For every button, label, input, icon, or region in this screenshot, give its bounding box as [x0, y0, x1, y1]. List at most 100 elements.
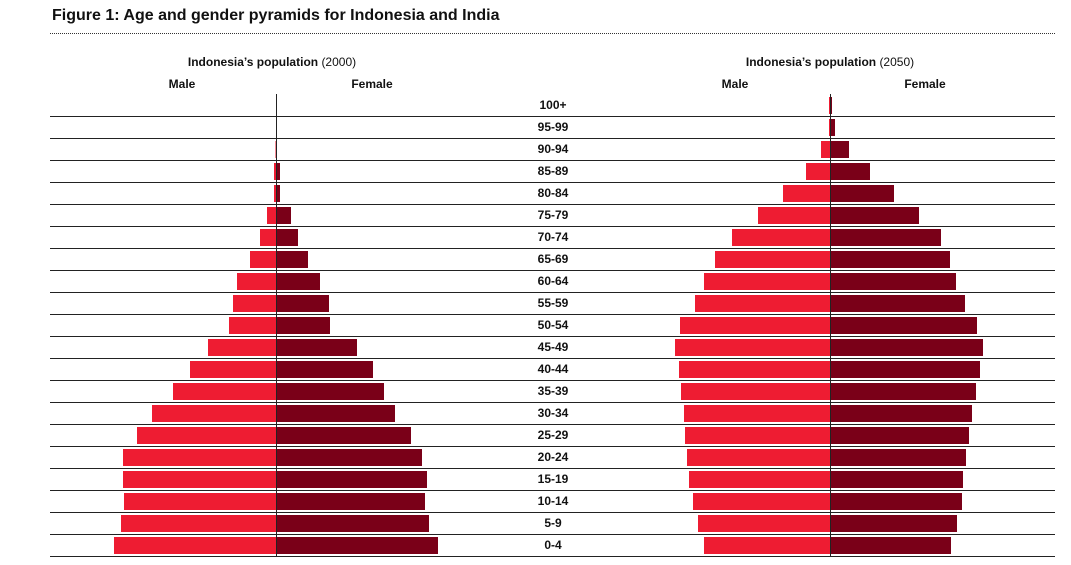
- bar-male: [821, 141, 830, 158]
- age-group-label: 0-4: [544, 538, 562, 552]
- bar-male: [783, 185, 830, 202]
- bar-female: [830, 405, 972, 422]
- pyramid-title: Indonesia’s population (2000): [188, 55, 356, 69]
- bar-female: [830, 141, 849, 158]
- bar-female: [830, 339, 983, 356]
- bar-female: [276, 427, 411, 444]
- pyramid-title-year: (2000): [321, 55, 356, 69]
- bar-male: [275, 141, 276, 158]
- bar-male: [693, 493, 830, 510]
- age-group-label: 5-9: [544, 516, 562, 530]
- age-group-label: 85-89: [538, 164, 569, 178]
- age-group-label: 15-19: [538, 472, 569, 486]
- bar-male: [229, 317, 276, 334]
- bar-female: [276, 317, 330, 334]
- bar-male: [675, 339, 830, 356]
- pyramid-indonesia-2050: Indonesia’s population (2050) Male Female: [675, 55, 983, 556]
- bar-male: [124, 493, 276, 510]
- bar-male: [267, 207, 276, 224]
- bar-female: [830, 471, 963, 488]
- bar-male: [806, 163, 830, 180]
- legend-male: Male: [722, 77, 749, 91]
- age-group-label: 25-29: [538, 428, 569, 442]
- bar-female: [830, 207, 919, 224]
- bar-female: [276, 163, 280, 180]
- legend-male: Male: [169, 77, 196, 91]
- row-gridlines: [50, 116, 1055, 557]
- bar-female: [276, 471, 427, 488]
- pyramid-title: Indonesia’s population (2050): [746, 55, 914, 69]
- bar-female: [830, 537, 951, 554]
- bar-female: [276, 383, 384, 400]
- bar-male: [274, 185, 276, 202]
- bar-male: [137, 427, 276, 444]
- bar-female: [830, 361, 980, 378]
- bar-male: [250, 251, 276, 268]
- bar-female: [830, 185, 894, 202]
- bar-female: [830, 317, 977, 334]
- bar-male: [680, 317, 830, 334]
- legend-female: Female: [904, 77, 946, 91]
- bar-female: [276, 229, 298, 246]
- bar-male: [758, 207, 830, 224]
- bar-male: [704, 273, 830, 290]
- age-group-label: 80-84: [538, 186, 569, 200]
- bar-male: [679, 361, 830, 378]
- age-group-label: 100+: [539, 98, 566, 112]
- bar-male: [233, 295, 276, 312]
- bar-male: [685, 427, 830, 444]
- legend-female: Female: [351, 77, 393, 91]
- age-group-label: 20-24: [538, 450, 569, 464]
- bar-female: [276, 339, 357, 356]
- bar-male: [152, 405, 276, 422]
- bar-male: [829, 119, 830, 136]
- age-group-label: 60-64: [538, 274, 569, 288]
- age-group-label: 95-99: [538, 120, 569, 134]
- bar-female: [276, 295, 329, 312]
- age-group-label: 40-44: [538, 362, 569, 376]
- bar-female: [830, 383, 976, 400]
- bar-female: [276, 273, 320, 290]
- bar-male: [123, 449, 276, 466]
- age-group-label: 70-74: [538, 230, 569, 244]
- age-group-labels: 100+ 95-99 90-94 85-89 80-84 75-79 70-74 65-69 6…: [538, 98, 569, 552]
- bar-male: [829, 97, 830, 114]
- bar-female: [830, 493, 962, 510]
- bar-male: [121, 515, 276, 532]
- bar-male: [274, 163, 276, 180]
- bar-male: [123, 471, 276, 488]
- bar-female: [830, 163, 870, 180]
- bar-male: [114, 537, 276, 554]
- age-group-label: 50-54: [538, 318, 569, 332]
- bar-male: [715, 251, 830, 268]
- bar-male: [704, 537, 830, 554]
- bar-female: [276, 405, 395, 422]
- bar-male: [681, 383, 830, 400]
- bar-female: [276, 493, 425, 510]
- bar-female: [830, 449, 966, 466]
- age-group-label: 10-14: [538, 494, 569, 508]
- age-group-label: 90-94: [538, 142, 569, 156]
- bar-male: [208, 339, 276, 356]
- pyramid-title-year: (2050): [879, 55, 914, 69]
- age-group-label: 75-79: [538, 208, 569, 222]
- bar-male: [695, 295, 830, 312]
- age-group-label: 55-59: [538, 296, 569, 310]
- bar-female: [276, 207, 291, 224]
- bar-female: [830, 427, 969, 444]
- age-group-label: 65-69: [538, 252, 569, 266]
- age-group-label: 45-49: [538, 340, 569, 354]
- bar-female: [830, 251, 950, 268]
- bar-female: [830, 295, 965, 312]
- bar-female: [276, 361, 373, 378]
- bar-male: [684, 405, 830, 422]
- title-divider: [50, 33, 1055, 34]
- pyramid-title-main: Indonesia’s population: [188, 55, 322, 69]
- bar-female: [830, 119, 835, 136]
- bar-female: [276, 251, 308, 268]
- bar-female: [276, 537, 438, 554]
- age-group-label: 30-34: [538, 406, 569, 420]
- age-group-label: 35-39: [538, 384, 569, 398]
- pyramid-title-main: Indonesia’s population: [746, 55, 880, 69]
